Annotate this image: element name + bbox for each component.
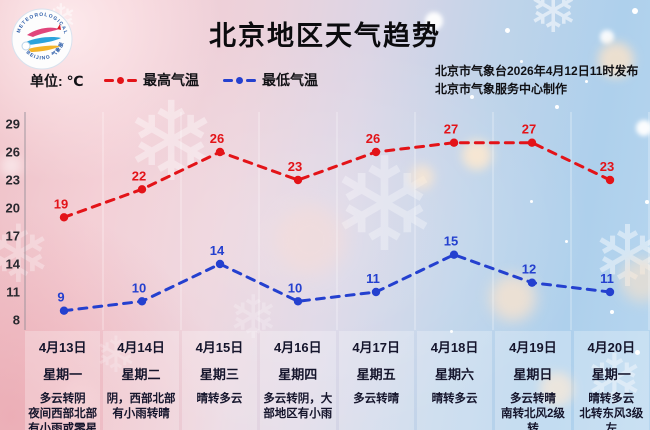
day-weather-desc: 多云转阴 夜间西部北部 有小雨或零星 小雨 [28, 393, 98, 430]
chart-legend: 最高气温 最低气温 [104, 70, 318, 90]
day-weekday: 星期二 [121, 367, 161, 382]
svg-text:23: 23 [600, 159, 614, 174]
snowflake-icon: ❄ [592, 210, 650, 305]
day-column: 4月17日星期五多云转晴 [338, 331, 414, 430]
svg-text:27: 27 [522, 122, 536, 137]
logo-swoosh-pink [27, 27, 59, 37]
publisher-line2: 北京市气象服务中心制作 [435, 82, 568, 96]
svg-text:20: 20 [6, 201, 20, 216]
day-weekday: 星期三 [199, 367, 239, 382]
logo-swoosh-yellow [28, 45, 60, 52]
svg-text:8: 8 [13, 313, 20, 328]
day-weekday: 星期一 [591, 367, 631, 382]
day-date: 4月14日 [117, 340, 165, 355]
svg-text:14: 14 [210, 243, 225, 258]
snow-dot [555, 105, 559, 109]
legend-item-low: 最低气温 [223, 70, 318, 90]
bokeh-light [636, 120, 650, 136]
day-weather-desc: 晴转多云 [431, 393, 478, 405]
legend-label-high: 最高气温 [143, 72, 199, 88]
day-weather-desc: 晴转多云 北转东风3级左 右 [579, 393, 644, 430]
svg-text:10: 10 [132, 280, 146, 295]
snow-dot [610, 310, 614, 314]
svg-text:12: 12 [522, 262, 536, 277]
svg-text:26: 26 [366, 131, 380, 146]
day-date: 4月16日 [273, 340, 322, 355]
svg-text:26: 26 [210, 131, 224, 146]
day-column: 4月16日星期四多云转阴，大 部地区有小雨 [260, 331, 336, 430]
svg-text:22: 22 [132, 168, 146, 183]
day-date: 4月19日 [509, 340, 557, 355]
snowflake-icon: ❄ [0, 210, 53, 299]
legend-label-low: 最低气温 [262, 72, 318, 88]
page-title: 北京地区天气趋势 [209, 21, 441, 51]
svg-text:19: 19 [54, 196, 68, 211]
day-weather-desc: 多云转阴，大 部地区有小雨 [263, 393, 333, 420]
legend-dash-icon [104, 78, 114, 82]
bokeh-light [275, 205, 345, 275]
day-date: 4月15日 [195, 340, 244, 355]
bokeh-light [462, 140, 492, 170]
svg-text:26: 26 [6, 145, 20, 160]
day-date: 4月20日 [587, 340, 636, 355]
day-weather-desc: 晴转多云 [196, 393, 243, 405]
day-column: 4月14日星期二阴，西部北部 有小雨转晴 [103, 331, 179, 430]
bokeh-light [0, 155, 22, 177]
legend-dash-icon [223, 78, 233, 82]
legend-point-icon [117, 76, 124, 84]
logo-swoosh-blue [26, 37, 61, 45]
bokeh-light [490, 275, 536, 321]
meteorological-service-logo: METEOROLOGICAL SERVICE BEIJING 气象服务 [11, 8, 73, 70]
svg-text:15: 15 [444, 234, 458, 249]
svg-text:14: 14 [6, 257, 21, 272]
svg-text:11: 11 [6, 285, 20, 300]
svg-text:23: 23 [6, 173, 20, 188]
day-weekday: 星期四 [278, 367, 318, 382]
day-column: 4月18日星期六晴转多云 [416, 331, 493, 430]
day-weekday: 星期五 [356, 367, 396, 382]
bokeh-light [410, 165, 434, 189]
legend-item-high: 最高气温 [104, 70, 199, 90]
day-column: 4月15日星期三晴转多云 [181, 331, 258, 430]
snow-dot [530, 200, 533, 203]
svg-text:11: 11 [366, 271, 380, 286]
publisher-info: 北京市气象台2026年4月12日11时发布 北京市气象服务中心制作 [435, 62, 638, 98]
day-date: 4月13日 [38, 340, 87, 355]
svg-text:29: 29 [6, 117, 20, 132]
legend-dash-icon [127, 78, 137, 82]
bokeh-light [620, 258, 650, 302]
svg-text:11: 11 [600, 271, 614, 286]
legend-point-icon [236, 76, 243, 84]
svg-text:10: 10 [288, 280, 302, 295]
day-weather-desc: 阴，西部北部 有小雨转晴 [106, 393, 176, 420]
snowflake-icon: ❄ [330, 132, 439, 278]
svg-text:23: 23 [288, 159, 302, 174]
day-weekday: 星期一 [43, 367, 83, 382]
svg-text:27: 27 [444, 122, 458, 137]
snow-dot [565, 240, 568, 243]
svg-text:17: 17 [6, 229, 20, 244]
svg-text:9: 9 [57, 290, 64, 305]
unit-label: 单位: ℃ [30, 73, 84, 89]
snow-dot [645, 200, 649, 204]
day-weekday: 星期六 [435, 367, 475, 382]
legend-dash-icon [246, 78, 256, 82]
day-weather-desc: 多云转晴 南转北风2级转 3-4级 [500, 393, 565, 430]
publisher-line1: 北京市气象台2026年4月12日11时发布 [435, 64, 639, 78]
snowflake-icon: ❄ [125, 81, 218, 204]
day-date: 4月17日 [352, 340, 401, 355]
day-weather-desc: 多云转晴 [353, 393, 400, 405]
day-date: 4月18日 [430, 340, 479, 355]
day-weekday: 星期日 [513, 367, 553, 382]
